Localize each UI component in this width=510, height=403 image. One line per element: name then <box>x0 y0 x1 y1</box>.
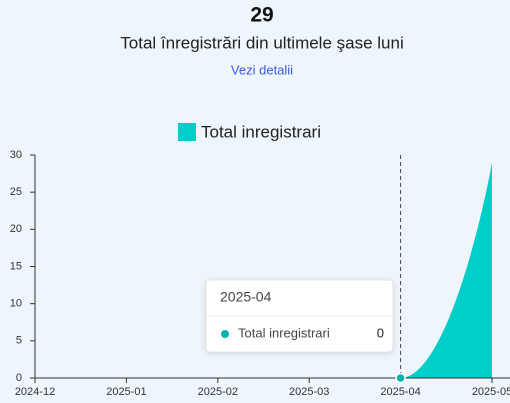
y-tick-label: 25 <box>10 186 22 198</box>
tooltip-header-bg <box>207 281 392 315</box>
y-tick-label: 0 <box>16 372 22 384</box>
total-count: 29 <box>250 4 273 27</box>
tooltip-series: Total inregistrari <box>238 325 330 340</box>
x-tick-label: 2025-02 <box>198 386 238 398</box>
legend-swatch <box>178 123 196 141</box>
hover-point <box>395 372 406 384</box>
x-tick-label: 2024-12 <box>15 386 55 398</box>
tooltip-value: 0 <box>377 325 384 340</box>
y-tick-label: 10 <box>10 298 22 310</box>
subtitle: Total înregistrări din ultimele şase lun… <box>120 33 403 52</box>
tooltip-dot <box>221 330 229 338</box>
x-tick-label: 2025-05 <box>472 386 510 398</box>
x-tick-label: 2025-01 <box>106 386 146 398</box>
x-tick-label: 2025-04 <box>380 386 420 398</box>
tooltip: 2025-04 Total inregistrari 0 <box>205 279 394 353</box>
area <box>35 162 492 378</box>
legend-label: Total inregistrari <box>201 122 321 141</box>
x-tick-label: 2025-03 <box>289 386 329 398</box>
details-link[interactable]: Vezi detalii <box>231 62 293 77</box>
y-tick-label: 30 <box>10 149 22 161</box>
y-tick-label: 5 <box>16 335 22 347</box>
tooltip-title: 2025-04 <box>220 289 272 305</box>
y-tick-label: 15 <box>10 260 22 272</box>
y-tick-label: 20 <box>10 223 22 235</box>
